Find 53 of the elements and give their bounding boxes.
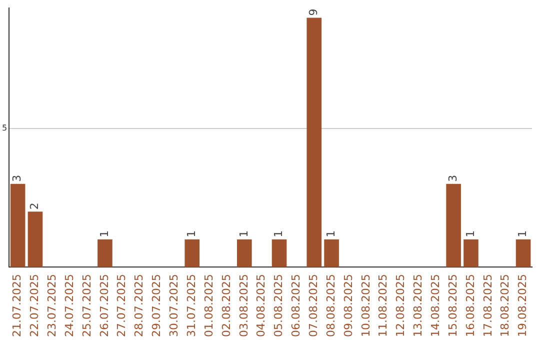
y-tick-label: 5 [2, 124, 8, 133]
data-label: 1 [98, 230, 111, 238]
x-tick-label: 14.08.2025 [428, 274, 442, 338]
x-tick-label: 09.08.2025 [342, 274, 355, 338]
x-tick-label: 26.07.2025 [98, 274, 111, 338]
x-tick-label: 29.07.2025 [150, 274, 164, 338]
x-tick-label: 05.08.2025 [272, 274, 286, 338]
bar [306, 18, 322, 268]
data-label: 2 [28, 202, 42, 210]
x-tick-label: 15.08.2025 [446, 274, 460, 338]
data-label: 1 [184, 230, 198, 238]
x-tick-label: 28.07.2025 [132, 274, 146, 338]
x-tick-label: 06.08.2025 [290, 274, 303, 338]
x-tick-label: 02.08.2025 [220, 274, 233, 338]
bar [236, 239, 252, 268]
x-tick-label: 19.08.2025 [516, 274, 530, 338]
x-tick-label: 25.07.2025 [80, 274, 94, 338]
data-label: 9 [306, 8, 320, 16]
x-tick-label: 16.08.2025 [464, 274, 477, 338]
x-tick-label: 17.08.2025 [481, 274, 494, 338]
x-tick-label: 23.07.2025 [46, 274, 59, 338]
data-label: 3 [446, 174, 460, 182]
bar [98, 239, 112, 268]
bar [272, 239, 287, 268]
data-label: 3 [10, 174, 24, 182]
bar [464, 239, 478, 268]
data-label: 1 [516, 230, 530, 238]
x-tick-label: 30.07.2025 [168, 274, 181, 338]
x-tick-label: 21.07.2025 [10, 274, 24, 338]
x-tick-label: 22.07.2025 [28, 274, 42, 338]
bar [516, 239, 531, 268]
bar [324, 239, 339, 268]
x-tick-label: 03.08.2025 [237, 274, 250, 338]
x-tick-label: 13.08.2025 [412, 274, 425, 338]
bar [184, 239, 200, 268]
x-tick-label: 11.08.2025 [376, 274, 390, 338]
x-tick-label: 04.08.2025 [254, 274, 268, 338]
x-tick-label: 10.08.2025 [359, 274, 372, 338]
x-tick-label: 07.08.2025 [306, 274, 320, 338]
x-tick-label: 18.08.2025 [498, 274, 512, 338]
x-tick-label: 24.07.2025 [62, 274, 76, 338]
bar [28, 212, 43, 268]
x-tick-label: 31.07.2025 [184, 274, 198, 338]
x-tick-label: 08.08.2025 [324, 274, 338, 338]
data-label: 1 [324, 230, 338, 238]
data-label: 1 [237, 230, 250, 238]
bar [10, 184, 26, 268]
bar [446, 184, 461, 268]
x-tick-label: 12.08.2025 [394, 274, 408, 338]
data-label: 1 [464, 230, 477, 238]
x-tick-label: 27.07.2025 [115, 274, 128, 338]
x-tick-label: 01.08.2025 [202, 274, 216, 338]
data-label: 1 [272, 230, 286, 238]
